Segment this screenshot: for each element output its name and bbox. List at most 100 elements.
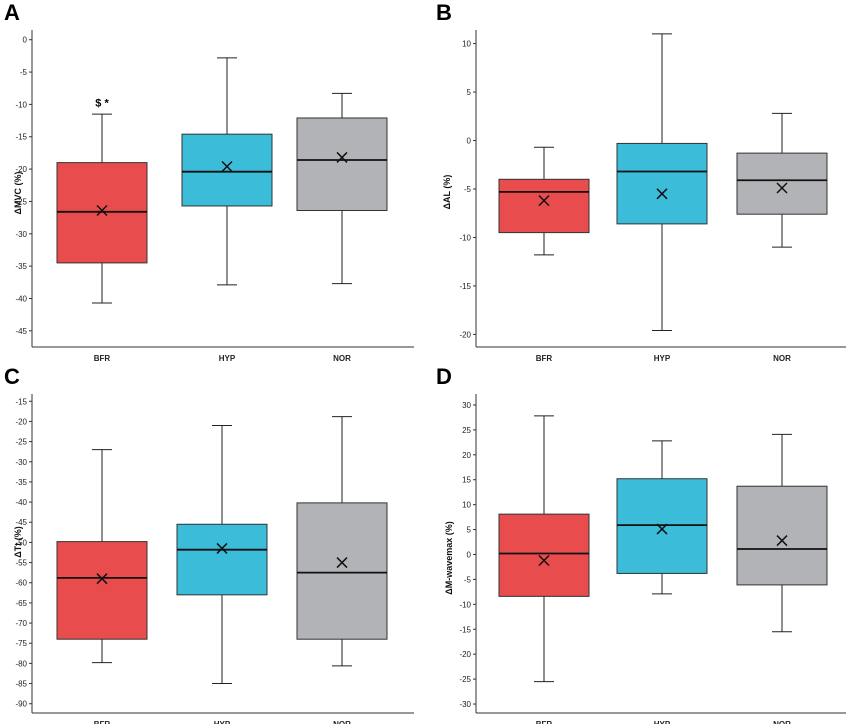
panel-d-plot: 30 25 20 15 10 5 0 -5 -10 -15 -20 -25 -30 BFR HYP NOR: [459, 394, 846, 724]
panel-b-y-tick-label: -20: [459, 330, 471, 339]
panel-d-y-tick-label: -5: [464, 575, 472, 584]
panel-b-hyp-mean-marker: [656, 188, 668, 200]
panel-a-x-tick-label: NOR: [333, 354, 351, 363]
panel-d-x-tick-label: HYP: [654, 720, 671, 724]
panel-a-y-tick-label: -35: [15, 262, 27, 271]
panel-b-y-tick-label: 10: [462, 40, 471, 49]
panel-c-x-tick-label: NOR: [333, 720, 351, 724]
panel-c-hyp-box: [176, 523, 268, 596]
panel-d: D ΔM-wavemax (%) 30 25 20 15 10 5 0 -5 -10 -15 -20…: [436, 364, 846, 724]
panel-b-y-tick-label: -5: [464, 185, 472, 194]
panel-c-y-tick-label: -30: [15, 458, 27, 467]
panel-a-y-tick-label: -40: [15, 294, 27, 303]
panel-c-x-tick-label: HYP: [214, 720, 231, 724]
panel-c-y-tick-label: -80: [15, 659, 27, 668]
panel-b-nor-mean-marker: [776, 182, 788, 194]
panel-a-y-tick-label: 0: [23, 36, 28, 45]
panel-d-x-tick-label: NOR: [773, 720, 791, 724]
panel-c-y-axis-label: ΔTt (%): [13, 526, 23, 557]
panel-a-significance-annotation: $ *: [95, 97, 109, 109]
panel-a-bfr-mean-marker: [96, 204, 108, 217]
panel-d-x-tick-label: BFR: [536, 720, 553, 724]
panel-b-bfr-box: [498, 178, 590, 234]
panel-c-plot: -15 -20 -25 -30 -35 -40 -45 -50 -55 -60 -65 -70 -75 -…: [15, 394, 414, 724]
panel-b-nor-box: [736, 152, 828, 215]
panel-a-bfr-box: [56, 162, 148, 264]
panel-c-bfr-box: [56, 541, 148, 640]
panel-c-nor-box: [296, 502, 388, 640]
panel-a-y-tick-label: -30: [15, 230, 27, 239]
panel-a-y-tick-label: -10: [15, 100, 27, 109]
panel-b-y-axis-label: ΔAL (%): [442, 175, 452, 210]
panel-c-y-tick-label: -55: [15, 559, 27, 568]
panel-d-hyp-box: [616, 478, 708, 574]
panel-b-plot: 10 5 0 -5 -10 -15 -20 BFR HYP NOR: [459, 30, 846, 363]
panel-a-plot: 0 -5 -10 -15 -20 -25 -30 -35 -40 -45 BFR HYP NOR $ *: [15, 30, 414, 363]
panel-d-y-tick-label: -30: [459, 700, 471, 709]
panel-d-y-tick-label: 30: [462, 401, 471, 410]
panel-b-y-tick-label: -15: [459, 282, 471, 291]
panel-c-y-tick-label: -15: [15, 397, 27, 406]
panel-d-y-tick-label: 10: [462, 501, 471, 510]
panel-a-y-tick-label: -5: [20, 68, 28, 77]
panel-c-y-tick-label: -65: [15, 599, 27, 608]
panel-a-nor-mean-marker: [336, 151, 348, 163]
panel-b-bfr-mean-marker: [538, 195, 550, 207]
panel-a-hyp-mean-marker: [221, 160, 233, 173]
panel-d-y-tick-label: 5: [467, 526, 472, 535]
panel-c-label: C: [4, 364, 20, 389]
panel-c-y-tick-label: -70: [15, 619, 27, 628]
panel-d-label: D: [436, 364, 452, 389]
panel-d-nor-box: [736, 485, 828, 586]
panel-d-bfr-mean-marker: [538, 554, 550, 567]
panel-b: B ΔAL (%) 10 5 0 -5 -10 -15 -20 BFR HYP NOR: [436, 0, 846, 363]
panel-c-y-tick-label: -75: [15, 639, 27, 648]
panel-b-label: B: [436, 0, 452, 25]
panel-b-x-tick-label: NOR: [773, 354, 791, 363]
panel-c: C ΔTt (%) -15 -20 -25 -30 -35 -40 -45 -50 -55 -60…: [4, 364, 414, 724]
panel-d-y-tick-label: 20: [462, 451, 471, 460]
panel-b-y-tick-label: 0: [467, 137, 472, 146]
panel-d-y-tick-label: -25: [459, 675, 471, 684]
panel-a-y-tick-label: -15: [15, 133, 27, 142]
panel-b-x-tick-label: BFR: [536, 354, 553, 363]
panel-a-y-axis-label: ΔMVC (%): [13, 172, 23, 215]
panel-c-y-tick-label: -90: [15, 700, 27, 709]
panel-d-y-tick-label: -20: [459, 650, 471, 659]
panel-c-y-tick-label: -40: [15, 498, 27, 507]
panel-c-y-tick-label: -20: [15, 417, 27, 426]
panel-a-y-tick-label: -45: [15, 327, 27, 336]
panel-a-nor-box: [296, 117, 388, 211]
panel-d-y-tick-label: 15: [462, 476, 471, 485]
panel-a: A ΔMVC (%) 0 -5 -10 -15 -20 -25 -30 -35 -40 -45 BF…: [4, 0, 414, 363]
panel-b-hyp-box: [616, 142, 708, 225]
panel-c-y-tick-label: -50: [15, 538, 27, 547]
panel-c-x-tick-label: BFR: [94, 720, 111, 724]
panel-c-nor-mean-marker: [336, 557, 348, 569]
panel-d-nor-mean-marker: [776, 535, 788, 547]
panel-d-y-tick-label: -15: [459, 625, 471, 634]
panel-a-x-tick-label: BFR: [94, 354, 111, 363]
panel-c-y-tick-label: -85: [15, 680, 27, 689]
panel-a-label: A: [4, 0, 20, 25]
panel-b-y-tick-label: -10: [459, 233, 471, 242]
panel-a-y-tick-label: -20: [15, 165, 27, 174]
panel-b-x-tick-label: HYP: [654, 354, 671, 363]
panel-c-y-tick-label: -60: [15, 579, 27, 588]
panel-d-y-tick-label: -10: [459, 600, 471, 609]
panel-d-y-tick-label: 25: [462, 426, 471, 435]
panel-a-x-tick-label: HYP: [219, 354, 236, 363]
panel-d-hyp-mean-marker: [656, 523, 668, 535]
panel-c-y-tick-label: -35: [15, 478, 27, 487]
panel-d-bfr-box: [498, 513, 590, 597]
panel-c-hyp-mean-marker: [216, 542, 228, 554]
panel-a-y-tick-label: -25: [15, 197, 27, 206]
panel-c-y-tick-label: -25: [15, 438, 27, 447]
panel-a-hyp-box: [181, 133, 273, 207]
panel-c-bfr-mean-marker: [96, 573, 108, 585]
panel-b-y-tick-label: 5: [467, 88, 472, 97]
panel-d-y-axis-label: ΔM-wavemax (%): [444, 521, 454, 595]
panel-c-y-tick-label: -45: [15, 518, 27, 527]
panel-d-y-tick-label: 0: [467, 550, 472, 559]
